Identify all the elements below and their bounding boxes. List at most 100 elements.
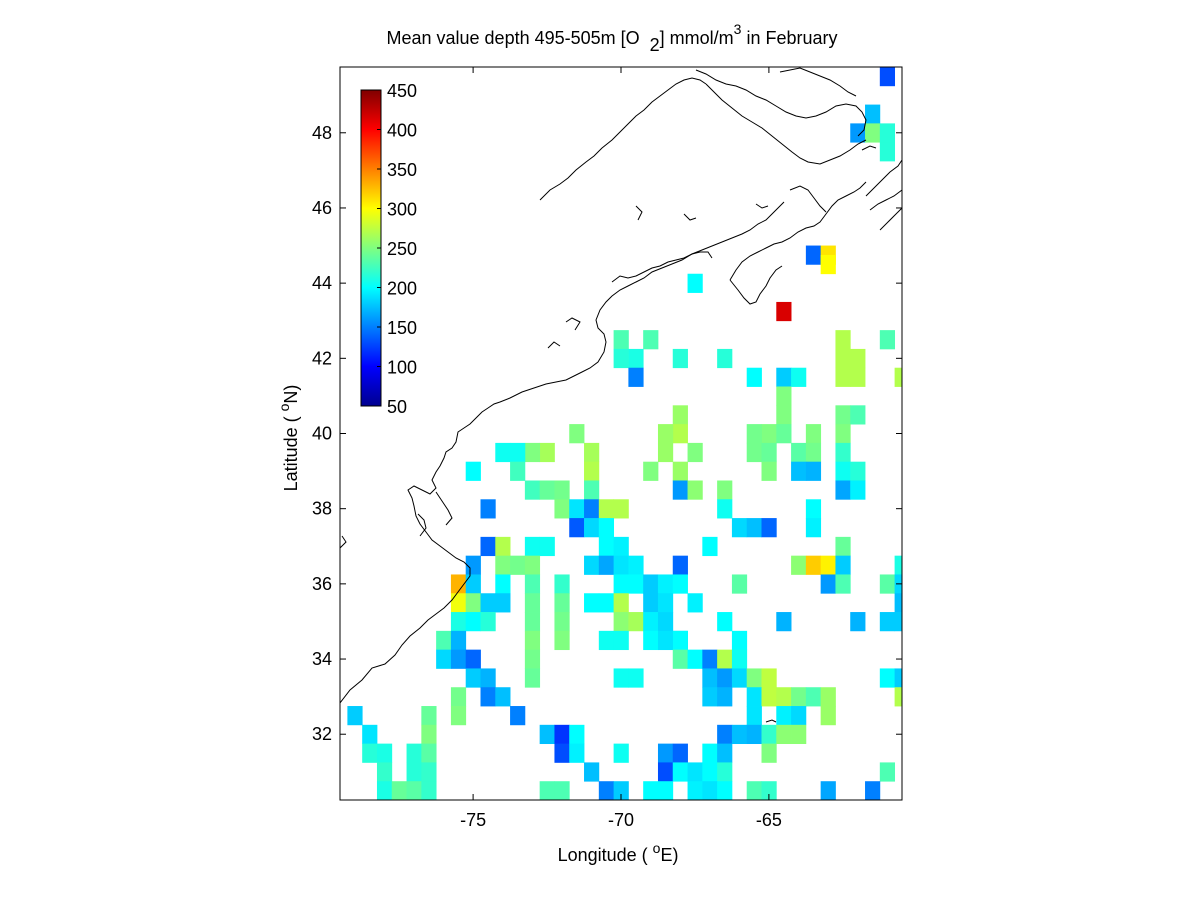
heatmap-cell <box>761 724 777 745</box>
heatmap-cell <box>436 630 452 651</box>
heatmap-cell <box>865 123 881 143</box>
heatmap-cell <box>584 480 600 500</box>
heatmap-cell <box>362 724 378 745</box>
heatmap-cell <box>524 555 541 575</box>
heatmap-cell <box>450 612 467 632</box>
heatmap-cell <box>554 781 570 800</box>
heatmap-cell <box>776 612 792 632</box>
heatmap-cell <box>347 706 363 726</box>
heatmap-cell <box>598 781 615 800</box>
heatmap-cell <box>628 348 644 369</box>
heatmap-cell <box>495 687 511 707</box>
heatmap-cell <box>657 612 674 632</box>
coastline <box>340 67 902 723</box>
heatmap-cell <box>524 480 541 500</box>
heatmap-cell <box>702 762 718 782</box>
colorbar-ticks: 50 100 150 200 250 300 350 400 450 <box>377 81 417 417</box>
heatmap-cell <box>761 518 777 538</box>
heatmap-cell <box>791 367 807 387</box>
heatmap-cell <box>717 762 733 782</box>
y-tick-label: 42 <box>312 348 332 368</box>
heatmap-cell <box>672 424 688 444</box>
heatmap-cell <box>850 123 866 143</box>
heatmap-cell <box>613 781 629 800</box>
heatmap-cell <box>465 574 481 594</box>
heatmap-cell <box>791 461 807 481</box>
heatmap-cell <box>406 762 422 782</box>
heatmap-cell <box>717 480 733 500</box>
heatmap-cell <box>480 536 496 557</box>
heatmap-cell <box>598 630 615 651</box>
heatmap-cell <box>746 518 762 538</box>
heatmap-cells <box>347 67 902 800</box>
heatmap-cell <box>554 630 570 651</box>
heatmap-cell <box>717 781 733 800</box>
heatmap-cell <box>820 687 836 707</box>
heatmap-cell <box>643 461 659 481</box>
heatmap-cell <box>731 668 748 688</box>
heatmap-cell <box>879 762 896 782</box>
heatmap-cell <box>584 461 600 481</box>
heatmap-cell <box>480 612 496 632</box>
heatmap-cell <box>450 593 467 613</box>
heatmap-cell <box>850 612 866 632</box>
heatmap-cell <box>584 762 600 782</box>
x-axis-label: Longitude ( oE) <box>558 840 679 865</box>
heatmap-cell <box>613 499 629 519</box>
heatmap-cell <box>865 104 881 124</box>
heatmap-cell <box>791 687 807 707</box>
heatmap-cell <box>687 781 703 800</box>
heatmap-cell <box>805 555 822 575</box>
heatmap-cell <box>672 555 688 575</box>
y-tick-label: 40 <box>312 424 332 444</box>
heatmap-cell <box>879 612 896 632</box>
heatmap-cell <box>524 574 541 594</box>
heatmap-cell <box>524 630 541 651</box>
colorbar-tick-label: 450 <box>387 81 417 101</box>
heatmap-cell <box>495 593 511 613</box>
heatmap-cell <box>702 649 718 669</box>
heatmap-cell <box>657 781 674 800</box>
heatmap-cell <box>539 536 555 557</box>
x-tick-label: -70 <box>608 810 634 830</box>
heatmap-cell <box>495 442 511 463</box>
colorbar-tick-label: 350 <box>387 160 417 180</box>
heatmap-cell <box>628 367 644 387</box>
heatmap-cell <box>524 593 541 613</box>
heatmap-cell <box>761 461 777 481</box>
heatmap-cell <box>613 612 629 632</box>
heatmap-cell <box>835 442 851 463</box>
heatmap-cell <box>569 499 585 519</box>
heatmap-cell <box>702 536 718 557</box>
heatmap-cell <box>613 348 629 369</box>
heatmap-cell <box>465 612 481 632</box>
heatmap-cell <box>894 555 902 575</box>
heatmap-cell <box>598 499 615 519</box>
chart-title: Mean value depth 495-505m [O 2] mmol/m3 i… <box>386 21 837 55</box>
heatmap-cell <box>835 367 851 387</box>
y-tick-label: 38 <box>312 499 332 519</box>
heatmap-cell <box>584 518 600 538</box>
heatmap-cell <box>465 668 481 688</box>
heatmap-cell <box>421 724 437 745</box>
heatmap-cell <box>465 555 481 575</box>
heatmap-cell <box>746 687 762 707</box>
y-axis-label: Latitude ( oN) <box>276 385 301 492</box>
heatmap-cell <box>643 612 659 632</box>
colorbar-tick-label: 400 <box>387 121 417 141</box>
heatmap-cell <box>613 668 629 688</box>
colorbar-tick-label: 150 <box>387 318 417 338</box>
colorbar-tick-label: 100 <box>387 358 417 378</box>
heatmap-cell <box>436 649 452 669</box>
heatmap-cell <box>450 574 467 594</box>
heatmap-cell <box>628 612 644 632</box>
heatmap-cell <box>657 743 674 763</box>
heatmap-cell <box>657 424 674 444</box>
heatmap-cell <box>524 442 541 463</box>
heatmap-cell <box>628 555 644 575</box>
heatmap-cell <box>569 518 585 538</box>
heatmap-cell <box>761 743 777 763</box>
heatmap-cell <box>613 743 629 763</box>
heatmap-cell <box>657 593 674 613</box>
